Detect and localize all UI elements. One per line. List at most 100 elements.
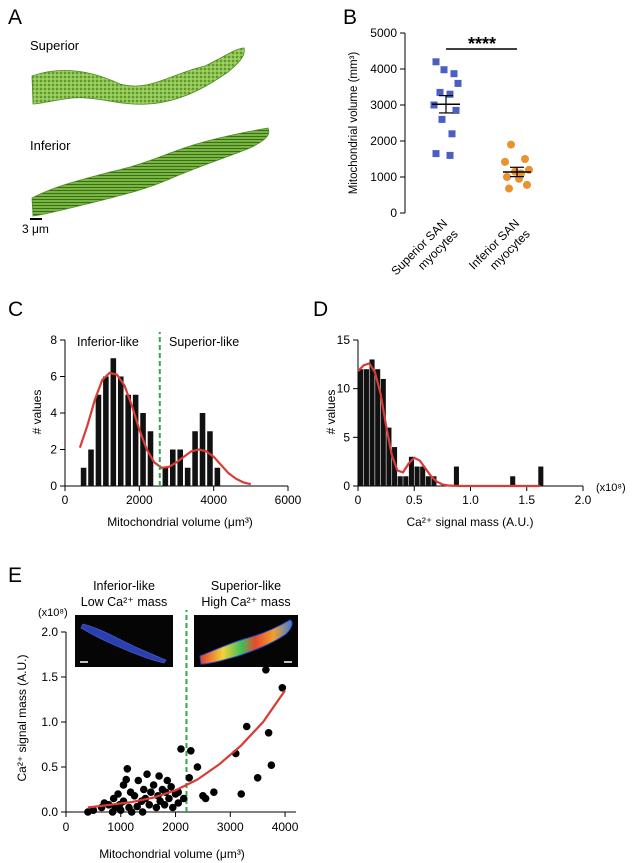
chart-e-point: [165, 794, 173, 803]
inset-high-ca-image: [194, 615, 298, 667]
chart-e-point: [193, 763, 202, 771]
chart-d-xlabel: Ca²⁺ signal mass (A.U.): [406, 515, 533, 529]
chart-b-marks: [430, 58, 533, 193]
chart-d-ylabel: # values: [324, 390, 338, 435]
chart-d-bar: [380, 378, 386, 486]
chart-e-point: [262, 666, 270, 674]
inset-right-title: Superior-like: [211, 579, 281, 593]
chart-d-bar: [403, 476, 409, 486]
significance-label: ****: [468, 34, 496, 54]
scale-bar-label: 3 μm: [22, 222, 49, 236]
chart-c-y-tick-label: 4: [50, 406, 57, 420]
chart-b-y-tick-label: 3000: [370, 98, 397, 112]
chart-e-point: [187, 747, 195, 755]
chart-e-y-tick-label: 1.5: [41, 670, 58, 684]
chart-e-point: [267, 761, 276, 769]
annotation-superior-like: Superior-like: [169, 335, 239, 349]
chart-e-point: [149, 781, 158, 789]
chart-c-ylabel: # values: [30, 390, 44, 435]
chart-c-bar: [125, 394, 131, 486]
chart-e-point: [177, 745, 185, 753]
chart-b-point-superior: [440, 66, 448, 74]
chart-e-point: [114, 790, 122, 798]
chart-b-y-tick-label: 5000: [370, 26, 397, 40]
chart-c-y-tick-label: 2: [50, 443, 57, 457]
chart-b-point-superior: [454, 79, 462, 87]
chart-b-y-tick-label: 1000: [370, 170, 397, 184]
chart-c-bar: [184, 467, 191, 486]
superior-cell-label: Superior: [30, 38, 80, 53]
chart-e-point: [130, 792, 139, 800]
panel-e-letter: E: [8, 564, 22, 587]
chart-e-point: [116, 806, 125, 814]
category-label-superior: Superior SAN myocytes: [388, 216, 460, 278]
chart-e-xlabel: Mitochondrial volume (μm³): [99, 847, 245, 861]
chart-d-bar: [510, 476, 516, 486]
chart-d-bar: [453, 466, 459, 486]
chart-b-point-superior: [448, 130, 456, 138]
chart-c-bar: [207, 431, 213, 486]
chart-e-x-tick-label: 3000: [217, 820, 244, 834]
chart-c-marks: [78, 332, 252, 486]
chart-e-point: [160, 801, 169, 809]
chart-e-x-tick-label: 4000: [272, 820, 299, 834]
chart-d-y-tick-label: 0: [343, 479, 350, 493]
chart-e-fit-curve: [87, 689, 286, 809]
chart-c-bar: [169, 449, 176, 486]
chart-d-axes: 0 0.5 1.0 1.5 2.0 0 5 10 15: [337, 333, 592, 507]
chart-c-bar: [103, 376, 109, 486]
panel-a: A Superior Inferior 3 μm: [8, 6, 270, 236]
chart-e-y-tick-label: 2.0: [41, 625, 58, 639]
chart-d-y-tick-label: 10: [337, 382, 351, 396]
inset-left-subtitle: Low Ca²⁺ mass: [81, 595, 167, 609]
chart-e-point: [139, 785, 148, 794]
chart-c-axes: 0 2000 4000 6000 0 2 4 6 8: [50, 333, 301, 507]
chart-b: B Mitochondrial volume (mm³) 0 1000 2000 30…: [343, 6, 533, 278]
chart-e-y-tick-label: 1.0: [41, 715, 58, 729]
chart-c-bar: [140, 413, 146, 486]
chart-c-bar: [132, 394, 139, 486]
superior-cell-image: [31, 47, 245, 105]
chart-e-point: [168, 803, 177, 812]
chart-d-fit-curve: [357, 362, 541, 488]
chart-d-bar: [431, 476, 437, 486]
chart-b-point-superior: [446, 151, 454, 159]
chart-e-point: [264, 729, 273, 737]
chart-b-point-inferior: [505, 184, 513, 193]
chart-e-point: [127, 808, 136, 816]
chart-c-x-tick-label: 2000: [126, 493, 153, 507]
chart-e-point: [147, 788, 155, 796]
chart-e-y-multiplier: (x10⁸): [38, 607, 68, 619]
inset-right-subtitle: High Ca²⁺ mass: [201, 595, 290, 609]
chart-c-bar: [80, 467, 87, 486]
chart-c-x-tick-label: 0: [62, 493, 69, 507]
chart-d-y-tick-label: 15: [337, 333, 351, 347]
chart-c-xlabel: Mitochondrial volume (μm³): [107, 515, 253, 529]
category-label-inferior: Inferior SAN myocytes: [466, 216, 533, 272]
chart-e-point: [155, 772, 163, 780]
chart-d-marks: [357, 359, 544, 488]
chart-c-x-tick-label: 6000: [275, 493, 302, 507]
chart-c-bar: [110, 358, 117, 486]
chart-c-y-tick-label: 8: [50, 333, 57, 347]
chart-c-bar: [147, 431, 154, 486]
chart-d-x-tick-label: 0: [355, 493, 362, 507]
chart-b-point-inferior: [503, 173, 511, 181]
panel-c-letter: C: [8, 298, 23, 321]
annotation-inferior-like: Inferior-like: [77, 335, 139, 349]
chart-e-ylabel: Ca²⁺ signal mass (A.U.): [15, 654, 29, 781]
chart-d-bar: [408, 456, 414, 486]
chart-e-point: [201, 794, 210, 803]
chart-e-point: [179, 794, 188, 803]
chart-b-point-inferior: [501, 157, 509, 166]
chart-b-y-tick-label: 2000: [370, 134, 397, 148]
chart-e: E (x10⁸) Ca²⁺ signal mass (A.U.) Mitocho…: [8, 564, 299, 861]
chart-b-ylabel: Mitochondrial volume (mm³): [348, 52, 360, 195]
chart-d-bar: [425, 476, 431, 486]
chart-e-point: [133, 802, 141, 811]
chart-b-axes: 0 1000 2000 3000 4000 5000: [370, 26, 517, 220]
chart-e-point: [278, 684, 287, 692]
chart-b-point-superior: [432, 58, 440, 66]
chart-d: D # values Ca²⁺ signal mass (A.U.) (x10⁸…: [313, 298, 626, 529]
chart-e-marks: [84, 610, 287, 816]
